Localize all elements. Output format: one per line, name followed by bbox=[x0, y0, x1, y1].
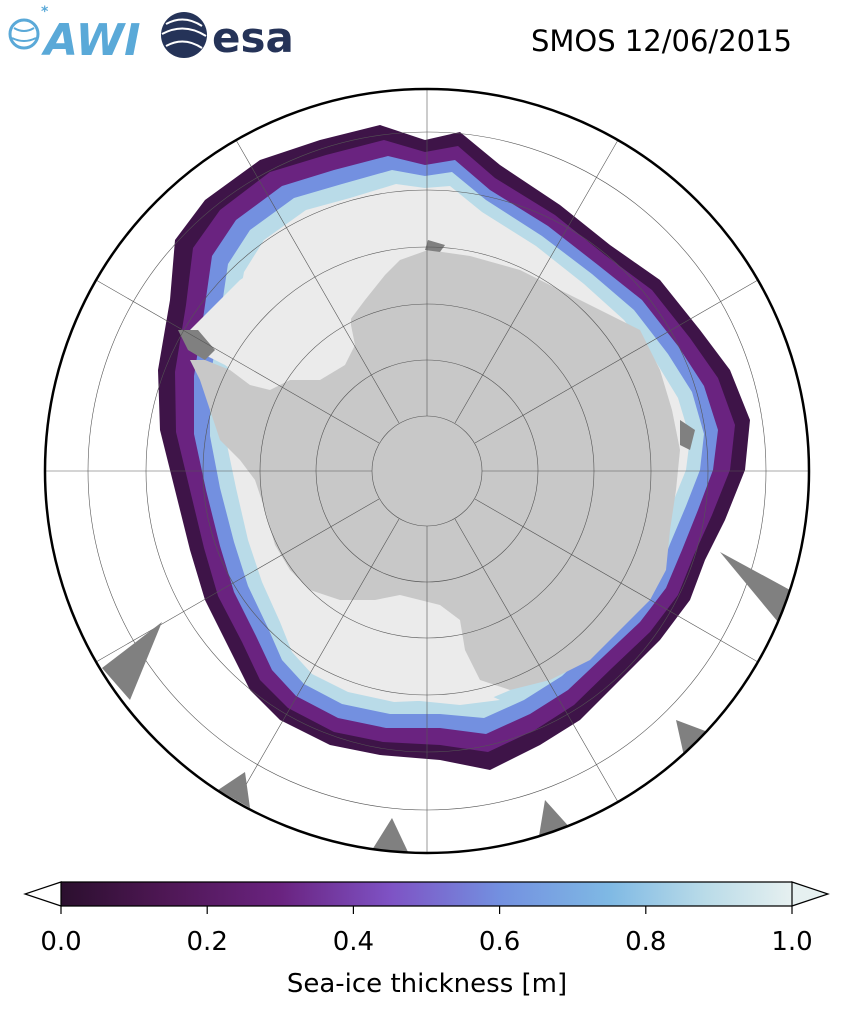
meridian-line bbox=[474, 498, 759, 663]
meridian-line bbox=[95, 498, 380, 663]
map-title: SMOS 12/06/2015 bbox=[531, 24, 792, 58]
esa-logo: esa bbox=[161, 12, 294, 62]
no-data-wedge bbox=[676, 720, 708, 756]
meridian-line bbox=[474, 279, 759, 444]
awi-logo: * AWI bbox=[8, 4, 141, 66]
map-boundary bbox=[43, 87, 811, 855]
awi-logo-text: AWI bbox=[41, 15, 141, 66]
colorbar-label: Sea-ice thickness [m] bbox=[287, 969, 567, 999]
antarctica-landmass bbox=[190, 250, 680, 690]
esa-logo-text: esa bbox=[212, 13, 294, 62]
colorbar-tick-label: 1.0 bbox=[771, 927, 812, 957]
colorbar-tick-label: 0.4 bbox=[333, 927, 374, 957]
colorbar-fill bbox=[61, 882, 792, 906]
ice-shelf-patch bbox=[178, 330, 215, 360]
colorbar-tick-label: 0.6 bbox=[479, 927, 520, 957]
no-data-wedge bbox=[372, 818, 408, 852]
ice-shelf-patch bbox=[680, 420, 695, 450]
colorbar-ticks: 0.0 0.2 0.4 0.6 0.8 1.0 bbox=[40, 906, 813, 957]
meridian-line bbox=[235, 139, 400, 424]
weddell-sea-ice bbox=[190, 220, 400, 388]
map bbox=[45, 89, 809, 853]
globe-icon bbox=[8, 18, 40, 50]
no-data-wedge bbox=[720, 552, 790, 622]
meridian-line bbox=[235, 518, 400, 803]
no-data-wedge bbox=[102, 622, 162, 700]
ice-shelf-patch bbox=[425, 240, 445, 252]
colorbar-outline bbox=[61, 881, 792, 907]
colorbar-tick-label: 0.8 bbox=[625, 927, 666, 957]
colorbar-tick-label: 0.0 bbox=[40, 927, 81, 957]
meridian-gridlines bbox=[45, 89, 809, 853]
colorbar-extend-low bbox=[23, 881, 62, 907]
colorbar-extend-high bbox=[791, 881, 830, 907]
esa-globe-icon bbox=[161, 12, 207, 58]
meridian-line bbox=[454, 139, 619, 424]
no-data-wedge bbox=[218, 772, 250, 808]
star-icon: * bbox=[41, 4, 49, 20]
meridian-line bbox=[454, 518, 619, 803]
colorbar: 0.0 0.2 0.4 0.6 0.8 1.0 Sea-ice thickness [m] bbox=[23, 881, 830, 999]
meridian-line bbox=[95, 279, 380, 444]
colorbar-tick-label: 0.2 bbox=[187, 927, 228, 957]
